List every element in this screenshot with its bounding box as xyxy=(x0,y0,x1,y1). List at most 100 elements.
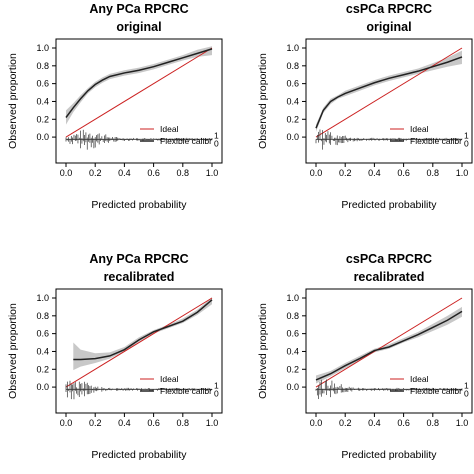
chart-subtitle: recalibrated xyxy=(104,270,175,284)
x-tick-label: 0.6 xyxy=(397,418,410,428)
y-tick-label: 0.4 xyxy=(286,96,299,106)
chart-subtitle: recalibrated xyxy=(354,270,425,284)
y-axis-label: Observed proportion xyxy=(7,53,19,149)
y-tick-label: 0.0 xyxy=(286,382,299,392)
ideal-line xyxy=(315,297,463,388)
y-tick-label: 1.0 xyxy=(36,293,49,303)
y-tick-label: 0.2 xyxy=(36,364,49,374)
legend-label-flexible: Flexible calibr xyxy=(410,386,462,396)
rug-end-label: 1 xyxy=(464,380,469,390)
x-tick-label: 0.2 xyxy=(339,418,352,428)
y-tick-label: 0.6 xyxy=(286,329,299,339)
legend: Ideal Flexible calibr xyxy=(390,374,462,396)
x-tick-label: 0.0 xyxy=(310,418,323,428)
x-axis-label: Predicted probability xyxy=(341,449,437,461)
x-tick-label: 0.6 xyxy=(147,418,160,428)
calibration-panel: csPCa RPCRC original 0.0 0.2 0.4 0.6 0.8 1.0 0.0… xyxy=(257,2,473,211)
chart-subtitle: original xyxy=(116,20,161,34)
x-tick-label: 0.4 xyxy=(118,168,131,178)
y-tick-label: 0.8 xyxy=(36,311,49,321)
y-tick-label: 0.8 xyxy=(36,61,49,71)
chart-title: Any PCa RPCRC xyxy=(89,2,188,16)
x-tick-label: 0.8 xyxy=(177,168,190,178)
y-tick-label: 0.6 xyxy=(36,79,49,89)
plot-area xyxy=(315,297,463,400)
rug-end-label: 1 xyxy=(214,130,219,140)
rug-end-label: 0 xyxy=(464,138,469,148)
y-tick-label: 0.0 xyxy=(36,132,49,142)
chart-title: csPCa RPCRC xyxy=(346,2,432,16)
legend: Ideal Flexible calibr xyxy=(140,124,212,146)
y-tick-label: 0.8 xyxy=(286,61,299,71)
flexible-calibration-line xyxy=(73,299,213,361)
y-tick-label: 0.4 xyxy=(286,346,299,356)
plot-area xyxy=(65,46,213,150)
x-axis-label: Predicted probability xyxy=(91,449,187,461)
y-tick-label: 0.2 xyxy=(36,114,49,124)
y-tick-label: 0.4 xyxy=(36,346,49,356)
x-tick-label: 0.8 xyxy=(427,418,440,428)
x-tick-label: 0.0 xyxy=(60,168,73,178)
x-tick-label: 0.0 xyxy=(310,168,323,178)
calibration-panel: csPCa RPCRC recalibrated 0.0 0.2 0.4 0.6 0.8 1.… xyxy=(257,252,473,461)
flexible-calibration-line xyxy=(65,48,213,118)
y-tick-label: 0.6 xyxy=(286,79,299,89)
x-axis-label: Predicted probability xyxy=(91,199,187,211)
x-tick-label: 0.2 xyxy=(89,168,102,178)
legend: Ideal Flexible calibr xyxy=(140,374,212,396)
legend-label-flexible: Flexible calibr xyxy=(160,136,212,146)
x-tick-label: 0.4 xyxy=(118,418,131,428)
legend-label-flexible: Flexible calibr xyxy=(410,136,462,146)
rug-end-label: 0 xyxy=(464,388,469,398)
x-tick-label: 0.8 xyxy=(177,418,190,428)
calibration-panel: Any PCa RPCRC original 0.0 0.2 0.4 0.6 0.8 1.0 0… xyxy=(7,2,223,211)
confidence-band xyxy=(316,50,462,132)
x-tick-label: 1.0 xyxy=(206,168,219,178)
y-tick-label: 1.0 xyxy=(286,293,299,303)
x-tick-label: 0.2 xyxy=(89,418,102,428)
confidence-band xyxy=(66,46,212,125)
rug-end-label: 1 xyxy=(214,380,219,390)
x-tick-label: 0.2 xyxy=(339,168,352,178)
calibration-panel: Any PCa RPCRC recalibrated 0.0 0.2 0.4 0.6 0.8… xyxy=(7,252,223,461)
y-axis-label: Observed proportion xyxy=(257,53,269,149)
confidence-band xyxy=(316,306,462,384)
confidence-band xyxy=(73,297,212,371)
x-tick-label: 1.0 xyxy=(456,418,469,428)
ideal-line xyxy=(65,297,213,388)
legend: Ideal Flexible calibr xyxy=(390,124,462,146)
x-tick-label: 0.6 xyxy=(397,168,410,178)
y-tick-label: 0.0 xyxy=(36,382,49,392)
y-tick-label: 0.2 xyxy=(286,114,299,124)
y-tick-label: 0.4 xyxy=(36,96,49,106)
chart-title: Any PCa RPCRC xyxy=(89,252,188,266)
legend-label-ideal: Ideal xyxy=(160,124,179,134)
plot-area xyxy=(315,47,463,150)
x-tick-label: 0.8 xyxy=(427,168,440,178)
y-tick-label: 1.0 xyxy=(286,43,299,53)
legend-label-ideal: Ideal xyxy=(160,374,179,384)
plot-area xyxy=(65,297,213,400)
x-tick-label: 0.0 xyxy=(60,418,73,428)
x-tick-label: 0.4 xyxy=(368,418,381,428)
ideal-line xyxy=(65,47,213,138)
legend-label-flexible: Flexible calibr xyxy=(160,386,212,396)
flexible-calibration-line xyxy=(315,56,463,129)
legend-label-ideal: Ideal xyxy=(410,124,429,134)
y-axis-label: Observed proportion xyxy=(257,303,269,399)
x-tick-label: 1.0 xyxy=(456,168,469,178)
x-axis-label: Predicted probability xyxy=(341,199,437,211)
x-tick-label: 0.6 xyxy=(147,168,160,178)
y-tick-label: 0.8 xyxy=(286,311,299,321)
flexible-calibration-line xyxy=(315,310,463,381)
chart-subtitle: original xyxy=(366,20,411,34)
rug-end-label: 0 xyxy=(214,138,219,148)
y-tick-label: 0.2 xyxy=(286,364,299,374)
x-tick-label: 0.4 xyxy=(368,168,381,178)
rug-end-label: 0 xyxy=(214,388,219,398)
chart-title: csPCa RPCRC xyxy=(346,252,432,266)
y-axis-label: Observed proportion xyxy=(7,303,19,399)
y-tick-label: 0.6 xyxy=(36,329,49,339)
y-tick-label: 1.0 xyxy=(36,43,49,53)
